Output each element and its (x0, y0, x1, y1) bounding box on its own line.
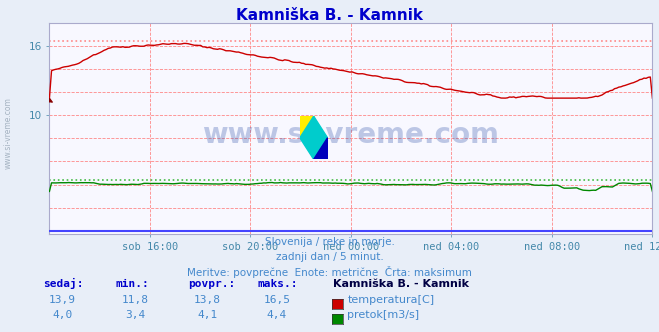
Text: povpr.:: povpr.: (188, 279, 235, 289)
Text: www.si-vreme.com: www.si-vreme.com (202, 121, 500, 149)
Polygon shape (300, 116, 314, 138)
Text: zadnji dan / 5 minut.: zadnji dan / 5 minut. (275, 252, 384, 262)
Text: 4,4: 4,4 (267, 310, 287, 320)
Polygon shape (300, 116, 328, 159)
Text: 11,8: 11,8 (122, 295, 148, 305)
Text: www.si-vreme.com: www.si-vreme.com (3, 97, 13, 169)
Text: Kamniška B. - Kamnik: Kamniška B. - Kamnik (333, 279, 469, 289)
Text: 4,1: 4,1 (198, 310, 217, 320)
Text: pretok[m3/s]: pretok[m3/s] (347, 310, 419, 320)
Text: temperatura[C]: temperatura[C] (347, 295, 434, 305)
Text: min.:: min.: (115, 279, 149, 289)
Text: 4,0: 4,0 (53, 310, 72, 320)
Text: Slovenija / reke in morje.: Slovenija / reke in morje. (264, 237, 395, 247)
Text: maks.:: maks.: (257, 279, 297, 289)
Text: sedaj:: sedaj: (43, 278, 83, 289)
Text: 16,5: 16,5 (264, 295, 290, 305)
Text: Meritve: povprečne  Enote: metrične  Črta: maksimum: Meritve: povprečne Enote: metrične Črta:… (187, 266, 472, 278)
Text: Kamniška B. - Kamnik: Kamniška B. - Kamnik (236, 8, 423, 23)
Text: 13,8: 13,8 (194, 295, 221, 305)
Polygon shape (314, 138, 328, 159)
Text: 13,9: 13,9 (49, 295, 76, 305)
Text: 3,4: 3,4 (125, 310, 145, 320)
